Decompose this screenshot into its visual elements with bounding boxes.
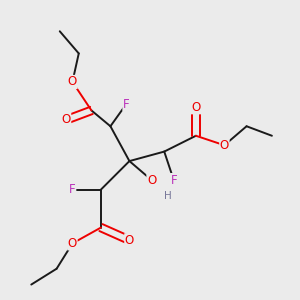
- Text: O: O: [125, 234, 134, 247]
- Text: O: O: [68, 75, 77, 88]
- Text: O: O: [147, 174, 156, 187]
- Text: O: O: [61, 113, 71, 126]
- Text: F: F: [123, 98, 130, 111]
- Text: O: O: [220, 139, 229, 152]
- Text: F: F: [69, 183, 76, 196]
- Text: F: F: [170, 174, 177, 187]
- Text: O: O: [68, 237, 77, 250]
- Text: H: H: [164, 191, 171, 201]
- Text: O: O: [191, 101, 200, 114]
